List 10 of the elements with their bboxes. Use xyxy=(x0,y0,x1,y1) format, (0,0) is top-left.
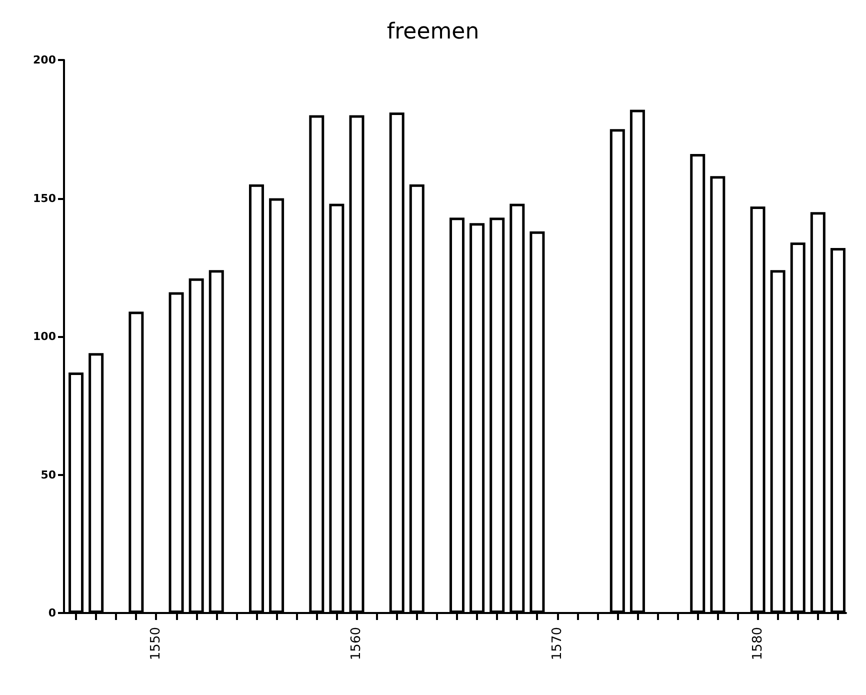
y-tick-label: 0 xyxy=(48,606,56,620)
x-tick-label: 1570 xyxy=(550,627,565,660)
chart-title: freemen xyxy=(386,20,480,44)
y-tick-label: 100 xyxy=(33,330,56,343)
x-tick-label: 1560 xyxy=(349,627,364,660)
y-tick-label: 50 xyxy=(40,468,56,482)
y-tick-label: 150 xyxy=(33,192,56,205)
x-tick-label: 1550 xyxy=(148,627,164,660)
x-tick-label: 1580 xyxy=(750,627,766,660)
y-tick-label: 200 xyxy=(33,54,56,66)
